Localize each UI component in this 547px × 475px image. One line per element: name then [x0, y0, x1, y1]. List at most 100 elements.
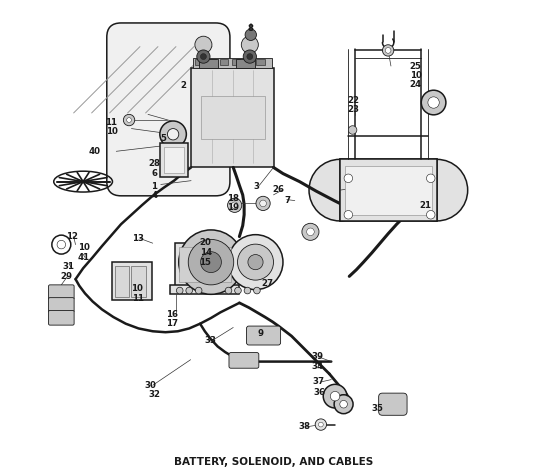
Text: 19: 19 [227, 203, 239, 212]
Text: 4: 4 [151, 191, 157, 200]
Circle shape [307, 228, 314, 236]
Bar [206, 247, 231, 283]
FancyBboxPatch shape [247, 326, 281, 345]
Circle shape [167, 129, 179, 140]
Circle shape [225, 287, 232, 294]
Text: 36: 36 [313, 389, 325, 398]
Text: 17: 17 [166, 319, 178, 328]
Bar [195, 59, 203, 65]
Text: 29: 29 [61, 272, 73, 281]
Bar [257, 59, 265, 65]
Text: 22: 22 [347, 95, 359, 104]
Circle shape [302, 223, 319, 240]
Circle shape [186, 287, 193, 294]
Circle shape [200, 54, 206, 59]
Bar [175, 243, 234, 286]
Circle shape [243, 50, 257, 63]
Text: 37: 37 [313, 378, 325, 387]
Text: 10: 10 [106, 127, 118, 136]
Text: 38: 38 [298, 422, 310, 431]
Circle shape [330, 391, 340, 401]
Circle shape [323, 384, 347, 408]
Circle shape [177, 287, 183, 294]
Circle shape [197, 50, 210, 63]
Circle shape [344, 210, 353, 219]
Text: 27: 27 [262, 279, 274, 288]
Circle shape [228, 198, 242, 212]
Bar [207, 59, 216, 65]
Circle shape [406, 159, 468, 221]
Text: 28: 28 [148, 159, 160, 168]
Circle shape [309, 159, 370, 221]
Circle shape [127, 118, 131, 123]
Circle shape [344, 174, 353, 182]
Circle shape [195, 36, 212, 53]
Circle shape [421, 90, 446, 115]
Bar [236, 59, 254, 68]
Bar [191, 68, 274, 167]
Bar [170, 285, 239, 294]
Circle shape [235, 287, 241, 294]
Text: 18: 18 [227, 194, 239, 203]
Text: 5: 5 [161, 133, 166, 142]
Bar [164, 147, 184, 173]
Bar [179, 247, 203, 283]
Text: 10: 10 [78, 243, 90, 252]
Text: 31: 31 [63, 262, 75, 271]
Circle shape [340, 400, 347, 408]
Text: 11: 11 [106, 118, 118, 127]
Circle shape [124, 114, 135, 126]
Circle shape [427, 174, 435, 182]
FancyBboxPatch shape [49, 298, 74, 313]
FancyBboxPatch shape [379, 393, 407, 415]
Circle shape [256, 196, 270, 210]
Bar [219, 59, 228, 65]
Circle shape [245, 29, 257, 40]
Circle shape [228, 235, 283, 290]
Text: 24: 24 [410, 80, 422, 89]
Text: 26: 26 [272, 185, 284, 194]
Text: 13: 13 [132, 234, 144, 243]
Bar [232, 59, 240, 65]
Circle shape [237, 244, 274, 280]
Text: 11: 11 [132, 294, 144, 303]
Circle shape [382, 45, 394, 56]
Bar [131, 266, 146, 297]
Text: 15: 15 [199, 257, 211, 266]
Circle shape [195, 287, 202, 294]
Bar [115, 266, 129, 297]
Circle shape [334, 395, 353, 414]
Text: 9: 9 [257, 329, 263, 338]
Bar [201, 96, 265, 139]
Text: 6: 6 [151, 169, 157, 178]
Circle shape [244, 287, 251, 294]
Text: 21: 21 [419, 201, 431, 210]
Circle shape [188, 239, 234, 285]
Circle shape [315, 419, 327, 430]
Text: 41: 41 [78, 253, 90, 262]
Bar [340, 159, 437, 221]
Text: 39: 39 [311, 352, 323, 361]
FancyBboxPatch shape [49, 285, 74, 300]
Text: 35: 35 [372, 404, 383, 413]
Text: 20: 20 [199, 238, 211, 247]
Text: 14: 14 [200, 248, 212, 257]
FancyBboxPatch shape [107, 23, 230, 196]
Circle shape [260, 200, 266, 207]
Circle shape [241, 36, 258, 53]
Bar [340, 159, 437, 221]
Bar [199, 59, 218, 68]
Text: 40: 40 [89, 147, 101, 156]
Text: 12: 12 [66, 232, 78, 241]
Text: 3: 3 [254, 182, 260, 191]
Circle shape [348, 126, 357, 134]
Text: 32: 32 [148, 390, 160, 399]
Circle shape [179, 230, 243, 294]
Text: 2: 2 [181, 81, 187, 90]
Circle shape [231, 202, 238, 209]
Text: 30: 30 [145, 381, 157, 390]
Bar [194, 57, 272, 68]
Text: BATTERY, SOLENOID, AND CABLES: BATTERY, SOLENOID, AND CABLES [174, 457, 373, 467]
Text: 34: 34 [311, 362, 323, 371]
Text: 33: 33 [204, 336, 216, 345]
